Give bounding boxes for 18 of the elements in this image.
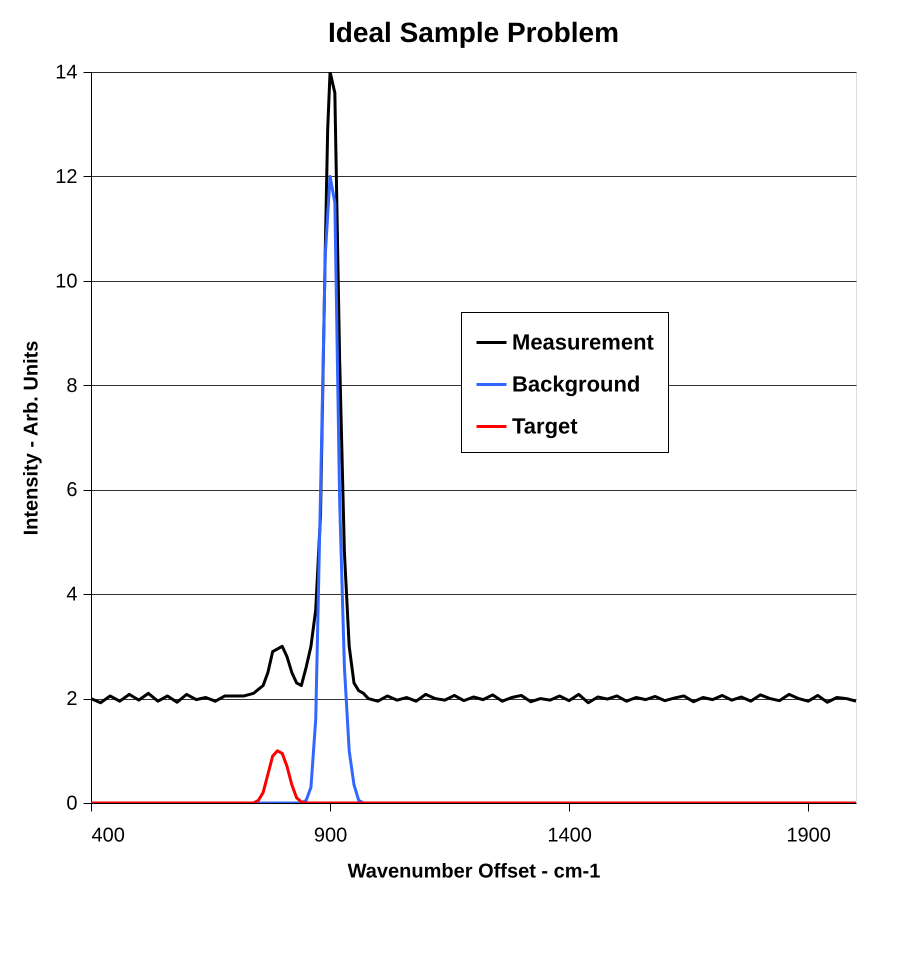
x-tick-label: 900 xyxy=(314,824,348,846)
y-tick-label: 12 xyxy=(55,166,78,188)
y-tick-label: 14 xyxy=(55,62,78,84)
y-tick-label: 4 xyxy=(66,584,78,606)
x-tick-label: 400 xyxy=(92,824,125,846)
legend-label: Background xyxy=(512,372,640,396)
y-tick-label: 10 xyxy=(55,270,78,292)
x-axis-title: Wavenumber Offset - cm-1 xyxy=(348,860,600,882)
x-tick-label: 1400 xyxy=(547,824,592,846)
legend-label: Target xyxy=(512,414,578,438)
x-tick-label: 1900 xyxy=(786,824,831,846)
y-tick-label: 6 xyxy=(66,479,78,502)
y-tick-label: 2 xyxy=(66,688,78,710)
y-tick-label: 0 xyxy=(66,792,78,814)
legend-label: Measurement xyxy=(512,330,655,354)
chart-title: Ideal Sample Problem xyxy=(328,17,619,48)
y-tick-label: 8 xyxy=(66,374,78,397)
y-axis-title: Intensity - Arb. Units xyxy=(20,340,42,536)
